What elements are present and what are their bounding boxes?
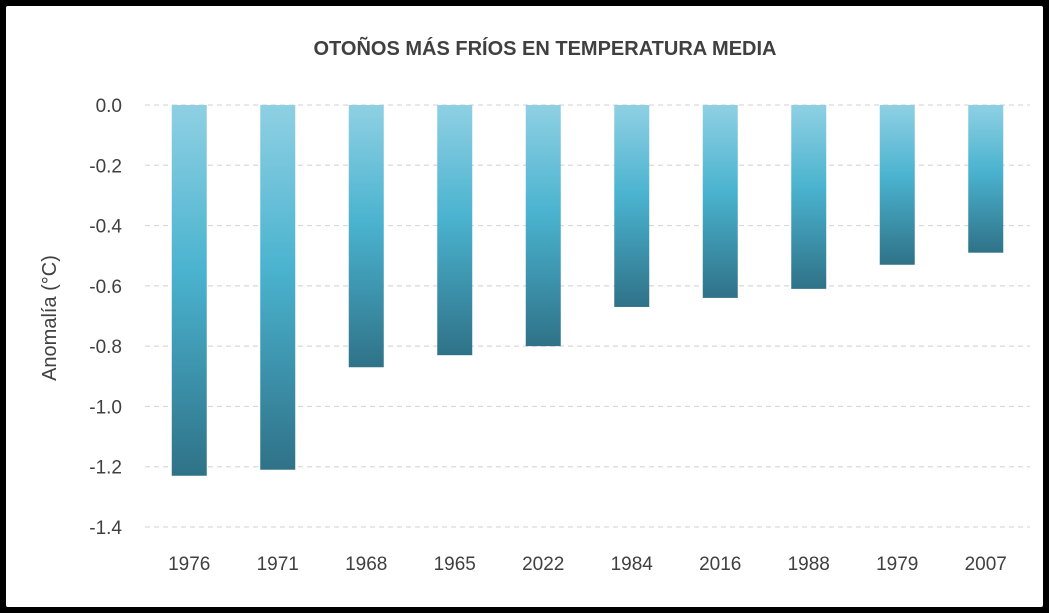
x-tick-label: 2007 — [965, 554, 1007, 575]
x-tick-label: 1988 — [788, 554, 830, 575]
bar-1988 — [791, 105, 827, 289]
x-tick-label: 1984 — [611, 554, 654, 575]
bar-2022 — [525, 105, 561, 347]
x-tick-label: 1976 — [168, 554, 210, 575]
x-tick-label: 1965 — [434, 554, 476, 575]
bar-2007 — [968, 105, 1004, 253]
y-tick-label: -0.4 — [89, 217, 122, 238]
bar-1979 — [879, 105, 915, 265]
x-tick-label: 2016 — [699, 554, 741, 575]
x-tick-label: 1971 — [257, 554, 299, 575]
y-tick-label: -0.6 — [89, 277, 122, 298]
bar-1976 — [171, 105, 207, 476]
x-tick-label: 2022 — [522, 554, 564, 575]
y-tick-label: -0.8 — [89, 337, 122, 358]
bar-1971 — [260, 105, 296, 470]
x-tick-label: 1979 — [876, 554, 918, 575]
y-tick-label: -1.4 — [89, 518, 122, 539]
bar-1984 — [614, 105, 650, 307]
bar-1965 — [437, 105, 473, 356]
bar-2016 — [702, 105, 738, 298]
bars — [171, 105, 1004, 476]
y-tick-label: -0.2 — [89, 156, 122, 177]
y-tick-label: 0.0 — [96, 96, 122, 117]
y-axis-ticks: 0.0 -0.2 -0.4 -0.6 -0.8 -1.0 -1.2 -1.4 — [89, 96, 122, 539]
bar-1968 — [348, 105, 384, 368]
x-tick-label: 1968 — [345, 554, 387, 575]
y-tick-label: -1.0 — [89, 397, 122, 418]
x-axis-ticks: 1976 1971 1968 1965 2022 1984 2016 1988 1979 2007 — [168, 554, 1007, 575]
y-tick-label: -1.2 — [89, 458, 122, 479]
y-axis-title: Anomalía (°C) — [39, 255, 61, 381]
chart-title: OTOÑOS MÁS FRÍOS EN TEMPERATURA MEDIA — [314, 37, 777, 60]
